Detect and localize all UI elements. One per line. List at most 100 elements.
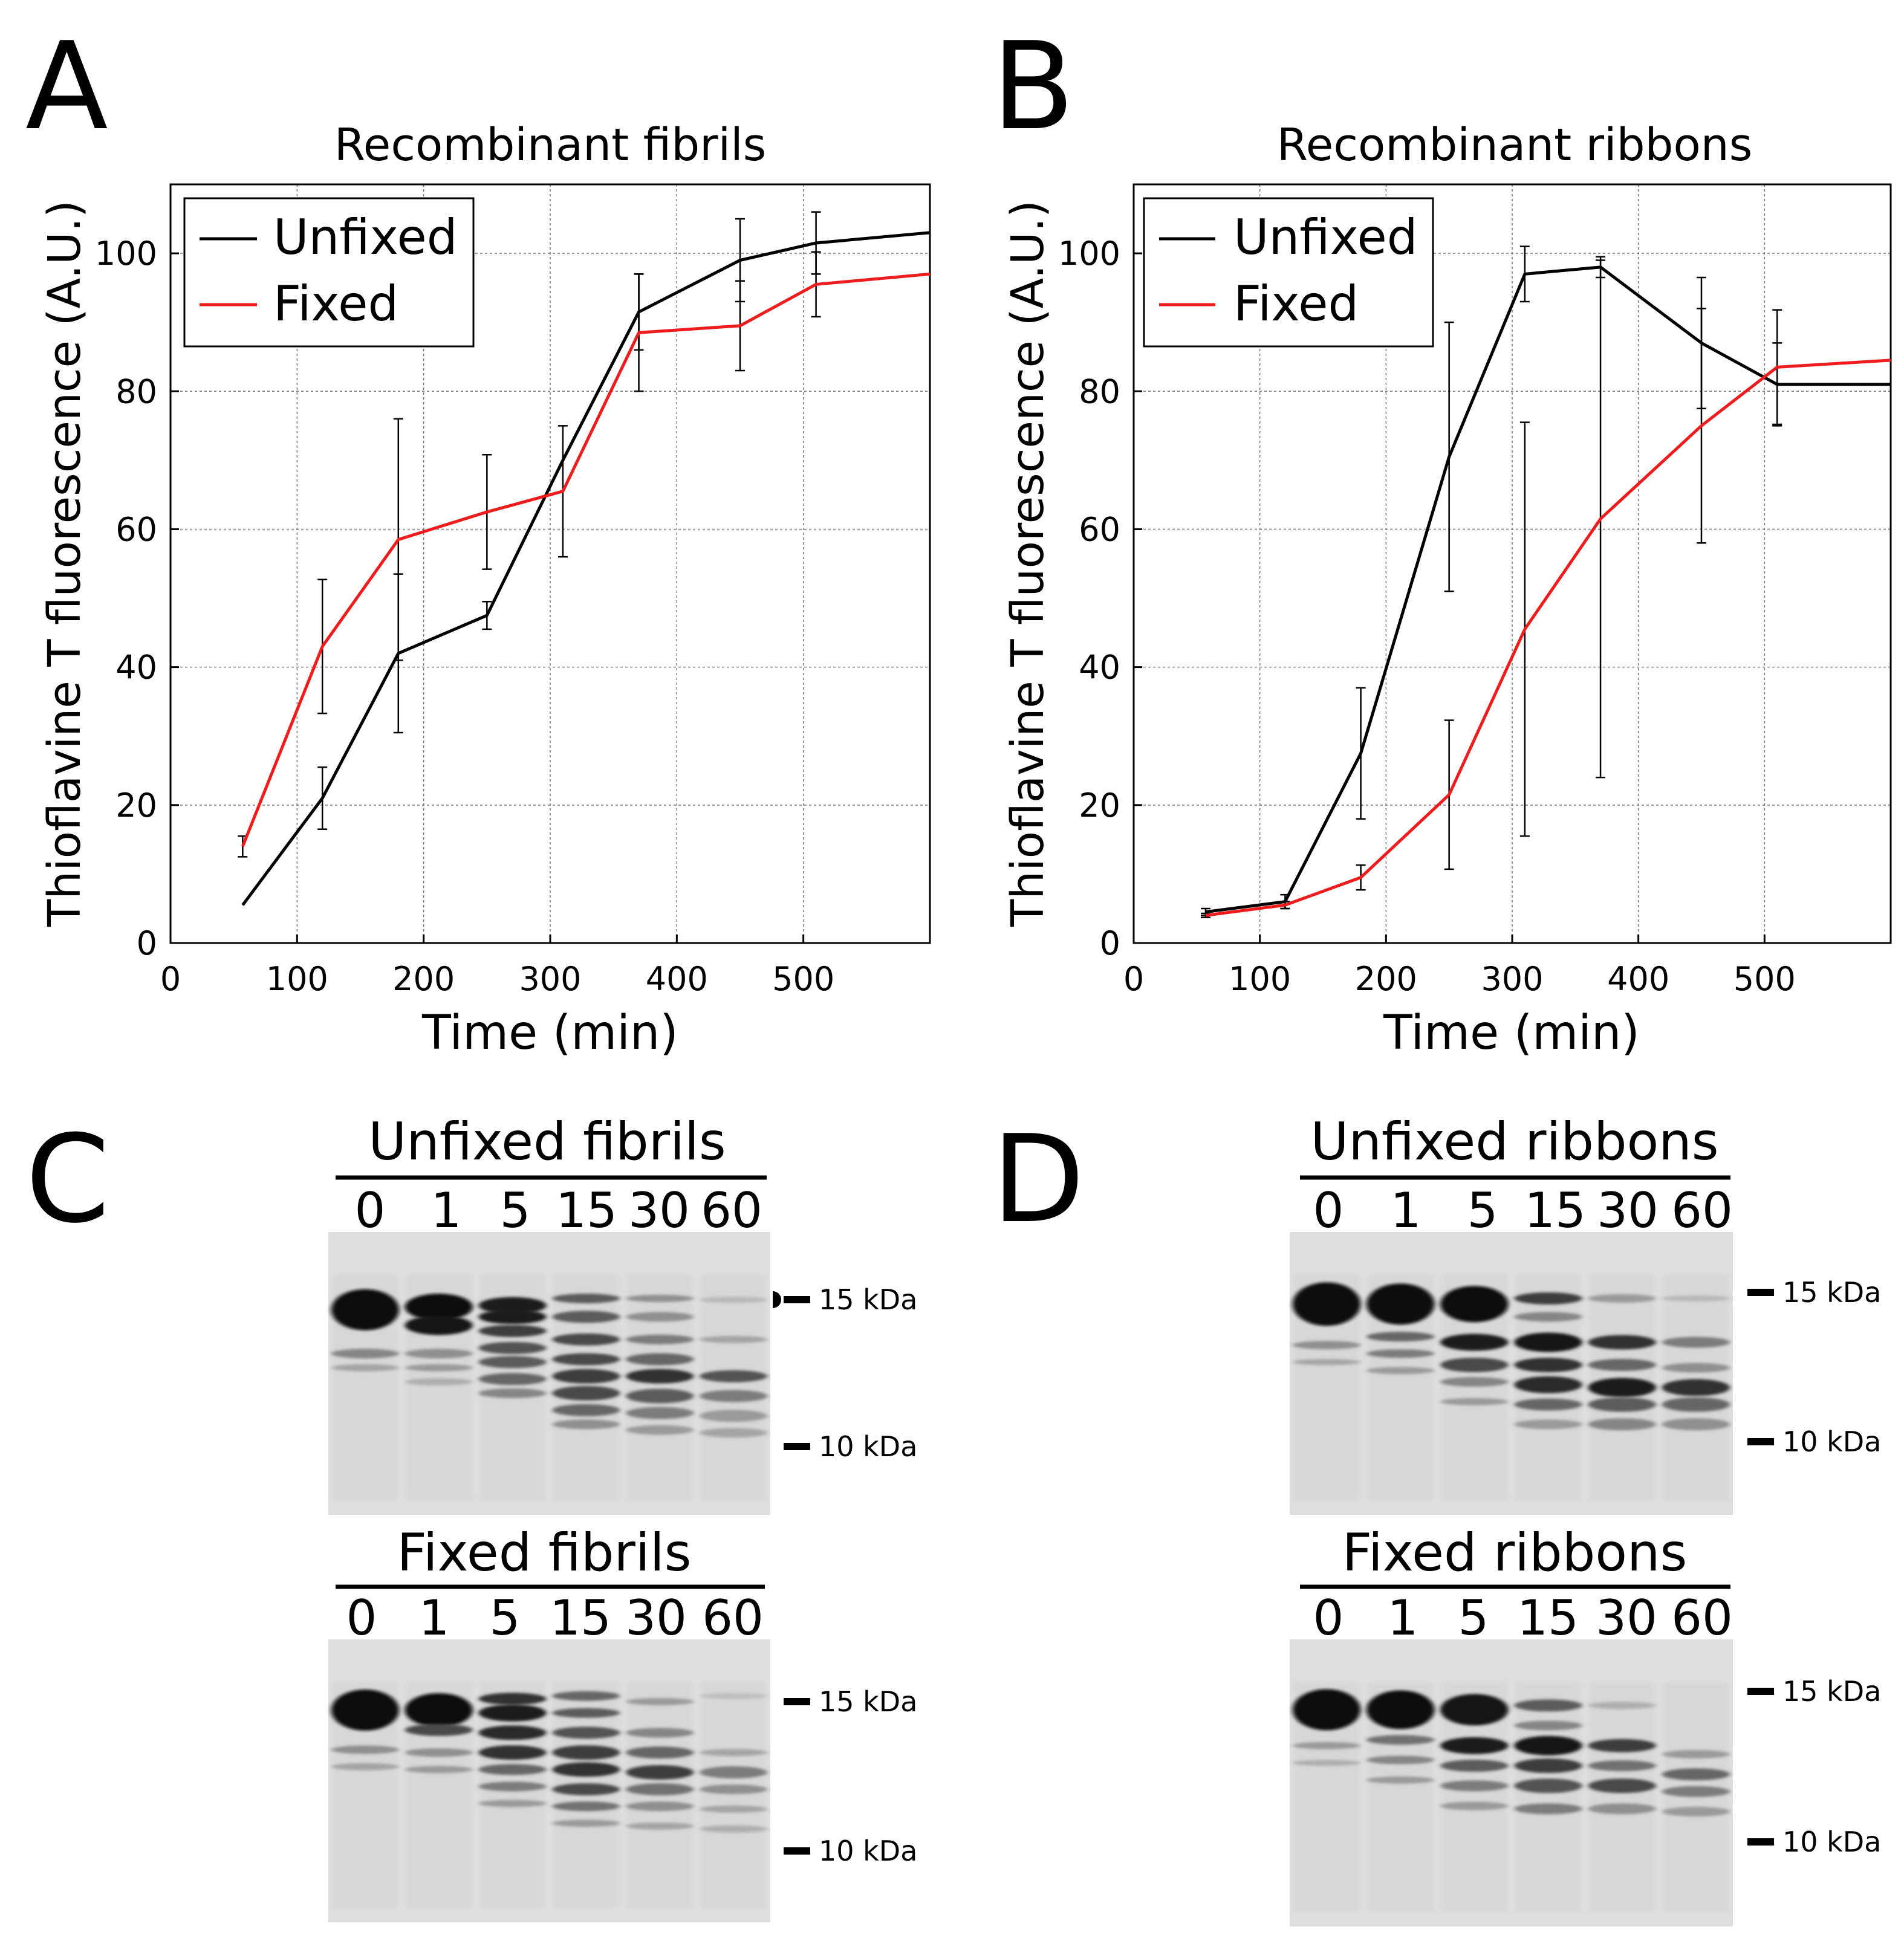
chart-a-xtick-label-0: 0: [160, 960, 181, 998]
gel-c-unfixed-band: [478, 1356, 547, 1369]
gel-c-fixed-band: [626, 1822, 694, 1830]
gel-d-unfixed-band: [1588, 1378, 1656, 1398]
gel-c-unfixed-band: [552, 1353, 620, 1366]
gel-d-unfixed-band: [1440, 1377, 1509, 1387]
gel-d-fixed-band: [1366, 1755, 1435, 1765]
gel-d-fixed-band: [1588, 1760, 1656, 1771]
gel-c-fixed-band: [478, 1800, 547, 1807]
gel-d-fixed-lane-labels: 0 1 5 15 30 60: [1313, 1590, 1733, 1646]
gel-d-unfixed-marker-label: 15 kDa: [1782, 1276, 1881, 1309]
gel-c-unfixed-lane-label: 60: [701, 1182, 762, 1239]
gel-c-unfixed-lane-label: 0: [355, 1182, 386, 1239]
gel-c-unfixed-lane-labels: 0 1 5 15 30 60: [355, 1182, 762, 1239]
gel-c-fixed-band: [552, 1783, 620, 1796]
chart-b-legend-box: [1143, 197, 1434, 348]
gel-d-unfixed-band: [1662, 1363, 1730, 1373]
gel-c-unfixed-band: [626, 1425, 694, 1435]
gel-d-fixed-band: [1588, 1778, 1656, 1794]
gel-d-unfixed-lane-label: 1: [1391, 1182, 1422, 1239]
gel-d-unfixed-band: [1366, 1367, 1435, 1375]
gel-d-unfixed-band: [1588, 1294, 1656, 1303]
gel-c-fixed-band: [700, 1825, 768, 1833]
chart-b-xtick-label-400: 400: [1607, 960, 1669, 998]
gel-c-unfixed-band: [552, 1404, 620, 1416]
gel-c-fixed-band: [478, 1725, 547, 1740]
chart-b-ytick-label-20: 20: [1079, 786, 1120, 825]
gel-c-fixed-band: [700, 1766, 768, 1778]
gel-d-unfixed-band: [1588, 1418, 1656, 1431]
gel-c-fixed-title: Fixed fibrils: [397, 1523, 692, 1583]
gel-d-fixed-band: [1514, 1735, 1582, 1755]
gel-d-fixed-band: [1366, 1690, 1435, 1729]
chart-b-xtick-label-500: 500: [1733, 960, 1796, 998]
gel-c-unfixed-band: [552, 1333, 620, 1346]
gel-c-unfixed-band: [405, 1315, 473, 1335]
chart-a-ytick-label-40: 40: [115, 649, 157, 687]
gel-c-fixed-band: [405, 1723, 473, 1736]
gel-c-fixed-marker-label: 15 kDa: [819, 1685, 917, 1718]
gel-d-unfixed-band: [1514, 1419, 1582, 1430]
gel-d-unfixed-band: [1514, 1312, 1582, 1322]
gel-d-unfixed-band: [1514, 1376, 1582, 1393]
chart-b-xtick-label-300: 300: [1481, 960, 1543, 998]
gel-d-fixed-lane-label: 0: [1313, 1590, 1344, 1646]
chart-a-unfixed-line: [241, 231, 931, 906]
gel-c-fixed-band: [331, 1745, 399, 1754]
gel-d-fixed-band: [1662, 1807, 1730, 1816]
gel-d-unfixed-marker-label: 10 kDa: [1782, 1425, 1881, 1458]
gel-d-unfixed-markers: 15 kDa 10 kDa: [1747, 1276, 1881, 1458]
gel-d-fixed-band: [1662, 1786, 1730, 1797]
gel-c-unfixed-band: [478, 1373, 547, 1385]
chart-b-fixed-line: [1205, 358, 1891, 917]
gel-d-fixed-band: [1440, 1801, 1509, 1810]
gel-c-fixed-band: [478, 1764, 547, 1775]
chart-a-ytick-label-100: 100: [95, 235, 157, 273]
chart-b-legend-fixed: Fixed: [1233, 276, 1359, 332]
gel-d-unfixed-background: [1290, 1232, 1733, 1515]
gel-d-fixed-band: [1292, 1689, 1361, 1731]
gel-c-unfixed-lane-label: 1: [431, 1182, 462, 1239]
gel-c-unfixed-title: Unfixed fibrils: [368, 1112, 726, 1172]
gel-c-fixed-band: [478, 1704, 547, 1722]
gel-d-unfixed-band: [1588, 1358, 1656, 1371]
gel-d-fixed-image: [1290, 1639, 1733, 1927]
gel-d-fixed-band: [1440, 1737, 1509, 1754]
chart-b-xtick-label-100: 100: [1229, 960, 1291, 998]
chart-a-xtick-label-300: 300: [519, 960, 581, 998]
gel-c-unfixed-band: [700, 1428, 768, 1438]
gel-c-fixed-band: [405, 1748, 473, 1757]
gel-c-unfixed-band: [405, 1349, 473, 1359]
gel-c-unfixed-band: [552, 1419, 620, 1430]
gel-c-unfixed-band: [478, 1297, 547, 1314]
gel-c-unfixed-lane-label: 5: [500, 1182, 531, 1239]
gel-c-unfixed-lane-smear: [701, 1274, 766, 1501]
gel-c-fixed-band: [700, 1784, 768, 1795]
gel-d-fixed-marker-tick: [1747, 1838, 1774, 1846]
chart-a-ytick-label-60: 60: [115, 510, 157, 548]
gel-d-fixed-band: [1440, 1694, 1509, 1726]
gel-d-fixed-marker-tick: [1747, 1688, 1774, 1695]
panel-letter-c: C: [25, 1109, 110, 1250]
gel-c-unfixed-band: [700, 1370, 768, 1382]
gel-c-unfixed-band: [626, 1334, 694, 1344]
gel-c-unfixed-band: [478, 1324, 547, 1337]
gel-c-fixed-band: [626, 1746, 694, 1759]
chart-b-ytick-label-0: 0: [1100, 924, 1120, 962]
gel-d-fixed-band: [1366, 1735, 1435, 1745]
chart-b-ytick-label-80: 80: [1079, 372, 1120, 410]
chart-b-unfixed-line: [1205, 265, 1891, 914]
chart-a-xtick-label-100: 100: [266, 960, 328, 998]
gel-c-unfixed-band: [700, 1335, 768, 1343]
gel-d-fixed-lane-label: 60: [1671, 1590, 1733, 1646]
gel-c-unfixed-lane-label: 15: [556, 1182, 617, 1239]
panel-letter-b: B: [992, 16, 1074, 157]
gel-d-unfixed-band: [1440, 1357, 1509, 1372]
chart-b-ytick-label-40: 40: [1079, 649, 1120, 687]
gel-c-fixed-band: [626, 1765, 694, 1780]
gel-d-fixed-band: [1440, 1780, 1509, 1792]
gel-c-unfixed-band: [626, 1353, 694, 1366]
gel-d-unfixed-band: [1514, 1398, 1582, 1411]
